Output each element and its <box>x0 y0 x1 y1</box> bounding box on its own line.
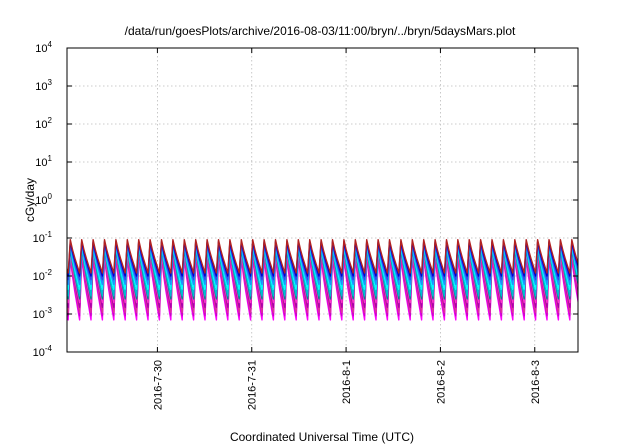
y-tick-label: 10-3 <box>33 306 53 321</box>
y-axis: 10-4 10-3 10-2 10-1 100 101 102 103 104 <box>33 40 578 359</box>
x-axis-label: Coordinated Universal Time (UTC) <box>230 430 414 444</box>
x-axis: 2016-7-30 2016-7-31 2016-8-1 2016-8-2 2016-8… <box>152 48 542 410</box>
series-group <box>67 239 578 321</box>
x-tick-label: 2016-7-30 <box>152 360 164 410</box>
y-tick-label: 10-4 <box>33 344 53 359</box>
y-tick-label: 10-2 <box>33 268 53 283</box>
x-tick-label: 2016-8-1 <box>341 360 353 404</box>
x-tick-label: 2016-8-2 <box>435 360 447 404</box>
y-tick-label: 102 <box>35 116 52 131</box>
y-axis-label: cGy/day <box>23 178 37 222</box>
y-tick-label: 10-1 <box>33 230 53 245</box>
series-line <box>67 239 578 274</box>
y-tick-label: 104 <box>35 40 52 55</box>
y-tick-label: 100 <box>35 192 52 207</box>
y-tick-label: 103 <box>35 78 52 93</box>
x-tick-label: 2016-8-3 <box>530 360 542 404</box>
x-tick-label: 2016-7-31 <box>247 360 259 410</box>
chart-title: /data/run/goesPlots/archive/2016-08-03/1… <box>125 24 516 38</box>
y-tick-label: 101 <box>35 154 52 169</box>
